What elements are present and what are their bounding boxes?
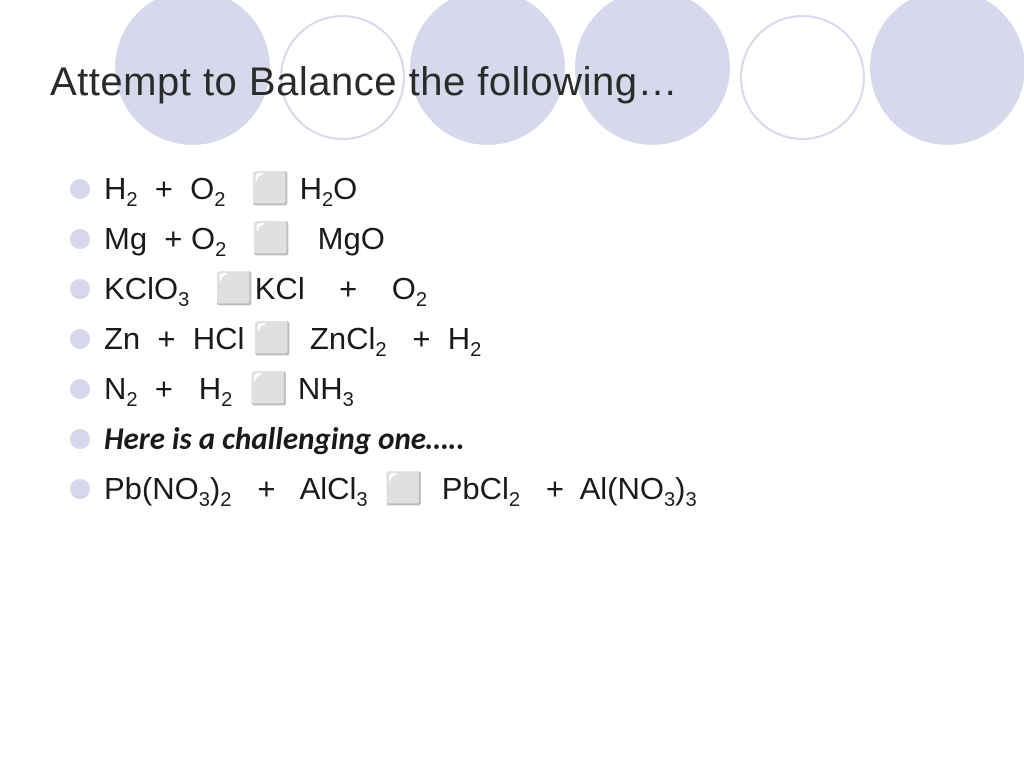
list-item: Zn + HCl ⬜ ZnCl2 + H2 — [70, 315, 974, 363]
equation-text: N2 + H2 ⬜ NH3 — [104, 365, 354, 413]
list-item: Pb(NO3)2 + AlCl3 ⬜ PbCl2 + Al(NO3)3 — [70, 465, 974, 513]
arrow-icon: ⬜ — [215, 265, 246, 313]
list-item: Mg + O2 ⬜ MgO — [70, 215, 974, 263]
slide-content: Attempt to Balance the following… H2 + O… — [0, 0, 1024, 513]
bullet-icon — [70, 279, 90, 299]
arrow-icon: ⬜ — [250, 365, 281, 413]
list-item: Here is a challenging one….. — [70, 415, 974, 463]
equation-text: Pb(NO3)2 + AlCl3 ⬜ PbCl2 + Al(NO3)3 — [104, 465, 697, 513]
equation-text: KClO3 ⬜ KCl + O2 — [104, 265, 427, 313]
list-item: N2 + H2 ⬜ NH3 — [70, 365, 974, 413]
arrow-icon: ⬜ — [253, 315, 284, 363]
arrow-icon: ⬜ — [385, 465, 416, 513]
slide-title: Attempt to Balance the following… — [50, 60, 974, 105]
bullet-icon — [70, 179, 90, 199]
bullet-icon — [70, 479, 90, 499]
bullet-icon — [70, 329, 90, 349]
challenge-text: Here is a challenging one….. — [104, 415, 465, 463]
bullet-icon — [70, 429, 90, 449]
equation-list: H2 + O2 ⬜ H2OMg + O2 ⬜ MgOKClO3 ⬜ KCl + … — [50, 165, 974, 513]
arrow-icon: ⬜ — [252, 215, 283, 263]
equation-text: Zn + HCl ⬜ ZnCl2 + H2 — [104, 315, 481, 363]
equation-text: H2 + O2 ⬜ H2O — [104, 165, 357, 213]
equation-text: Mg + O2 ⬜ MgO — [104, 215, 385, 263]
arrow-icon: ⬜ — [251, 165, 282, 213]
list-item: KClO3 ⬜ KCl + O2 — [70, 265, 974, 313]
bullet-icon — [70, 229, 90, 249]
bullet-icon — [70, 379, 90, 399]
list-item: H2 + O2 ⬜ H2O — [70, 165, 974, 213]
